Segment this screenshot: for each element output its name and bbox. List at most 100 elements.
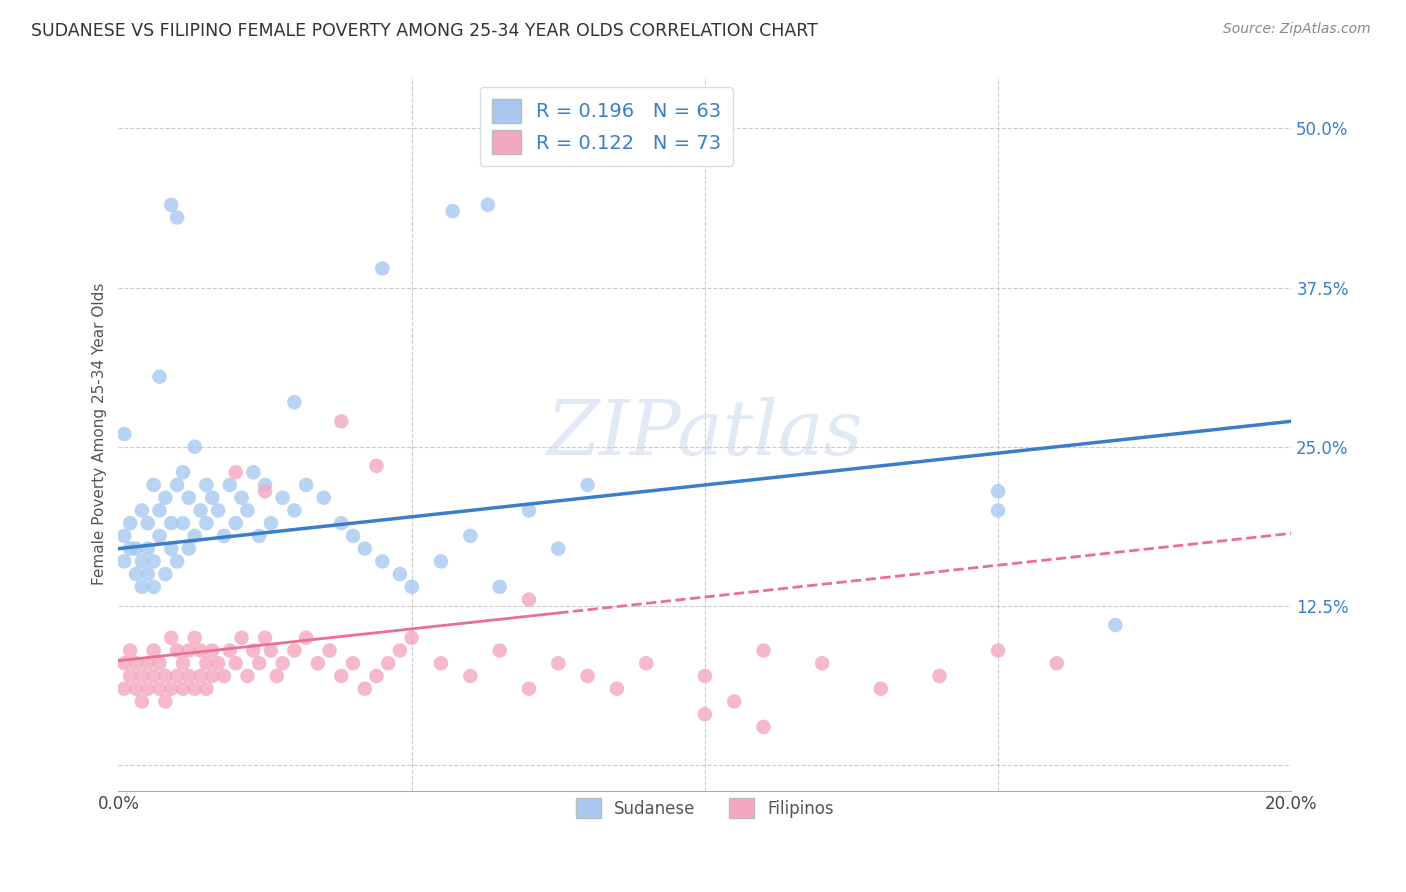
Point [987, 484, 1010, 499]
Point [148, 657, 170, 671]
Point [201, 491, 224, 505]
Point [155, 669, 177, 683]
Point [190, 643, 212, 657]
Point [183, 529, 205, 543]
Point [547, 541, 569, 556]
Point [166, 554, 188, 568]
Point [330, 516, 353, 531]
Point [441, 204, 464, 219]
Point [242, 643, 264, 657]
Point [1046, 657, 1069, 671]
Point [112, 657, 135, 671]
Point [236, 503, 259, 517]
Point [231, 491, 253, 505]
Point [112, 427, 135, 442]
Point [430, 554, 453, 568]
Point [401, 580, 423, 594]
Point [225, 657, 247, 671]
Point [260, 516, 283, 531]
Point [136, 516, 159, 531]
Point [120, 643, 142, 657]
Point [131, 694, 153, 708]
Point [148, 681, 170, 696]
Point [166, 669, 188, 683]
Y-axis label: Female Poverty Among 25-34 Year Olds: Female Poverty Among 25-34 Year Olds [93, 283, 107, 585]
Point [155, 567, 177, 582]
Point [120, 516, 142, 531]
Point [242, 465, 264, 479]
Point [112, 554, 135, 568]
Point [190, 503, 212, 517]
Point [318, 643, 340, 657]
Point [183, 681, 205, 696]
Point [283, 643, 305, 657]
Point [517, 592, 540, 607]
Point [148, 369, 170, 384]
Point [142, 669, 165, 683]
Point [195, 681, 218, 696]
Point [477, 198, 499, 212]
Point [160, 516, 183, 531]
Point [231, 631, 253, 645]
Point [307, 657, 329, 671]
Point [987, 643, 1010, 657]
Point [330, 669, 353, 683]
Point [371, 261, 394, 276]
Point [377, 657, 399, 671]
Point [148, 529, 170, 543]
Point [693, 669, 716, 683]
Point [460, 529, 482, 543]
Point [131, 580, 153, 594]
Point [488, 643, 510, 657]
Point [430, 657, 453, 671]
Point [166, 211, 188, 225]
Point [752, 720, 775, 734]
Point [928, 669, 950, 683]
Point [723, 694, 745, 708]
Point [606, 681, 628, 696]
Point [225, 516, 247, 531]
Point [160, 198, 183, 212]
Point [177, 541, 200, 556]
Point [177, 491, 200, 505]
Point [125, 541, 148, 556]
Point [155, 491, 177, 505]
Point [172, 465, 194, 479]
Point [987, 503, 1010, 517]
Point [401, 631, 423, 645]
Point [131, 669, 153, 683]
Point [260, 643, 283, 657]
Point [693, 707, 716, 722]
Point [811, 657, 834, 671]
Point [172, 516, 194, 531]
Point [183, 440, 205, 454]
Point [112, 529, 135, 543]
Point [218, 478, 240, 492]
Point [460, 669, 482, 683]
Point [752, 643, 775, 657]
Point [342, 657, 364, 671]
Point [207, 657, 229, 671]
Point [247, 529, 270, 543]
Point [517, 681, 540, 696]
Point [212, 669, 235, 683]
Point [295, 631, 318, 645]
Point [136, 657, 159, 671]
Point [160, 631, 183, 645]
Point [207, 503, 229, 517]
Point [218, 643, 240, 657]
Point [201, 643, 224, 657]
Point [283, 395, 305, 409]
Point [142, 554, 165, 568]
Point [142, 478, 165, 492]
Point [271, 491, 294, 505]
Point [388, 643, 411, 657]
Point [366, 458, 388, 473]
Point [869, 681, 891, 696]
Point [190, 669, 212, 683]
Point [131, 554, 153, 568]
Point [142, 643, 165, 657]
Point [353, 541, 375, 556]
Point [271, 657, 294, 671]
Point [1104, 618, 1126, 632]
